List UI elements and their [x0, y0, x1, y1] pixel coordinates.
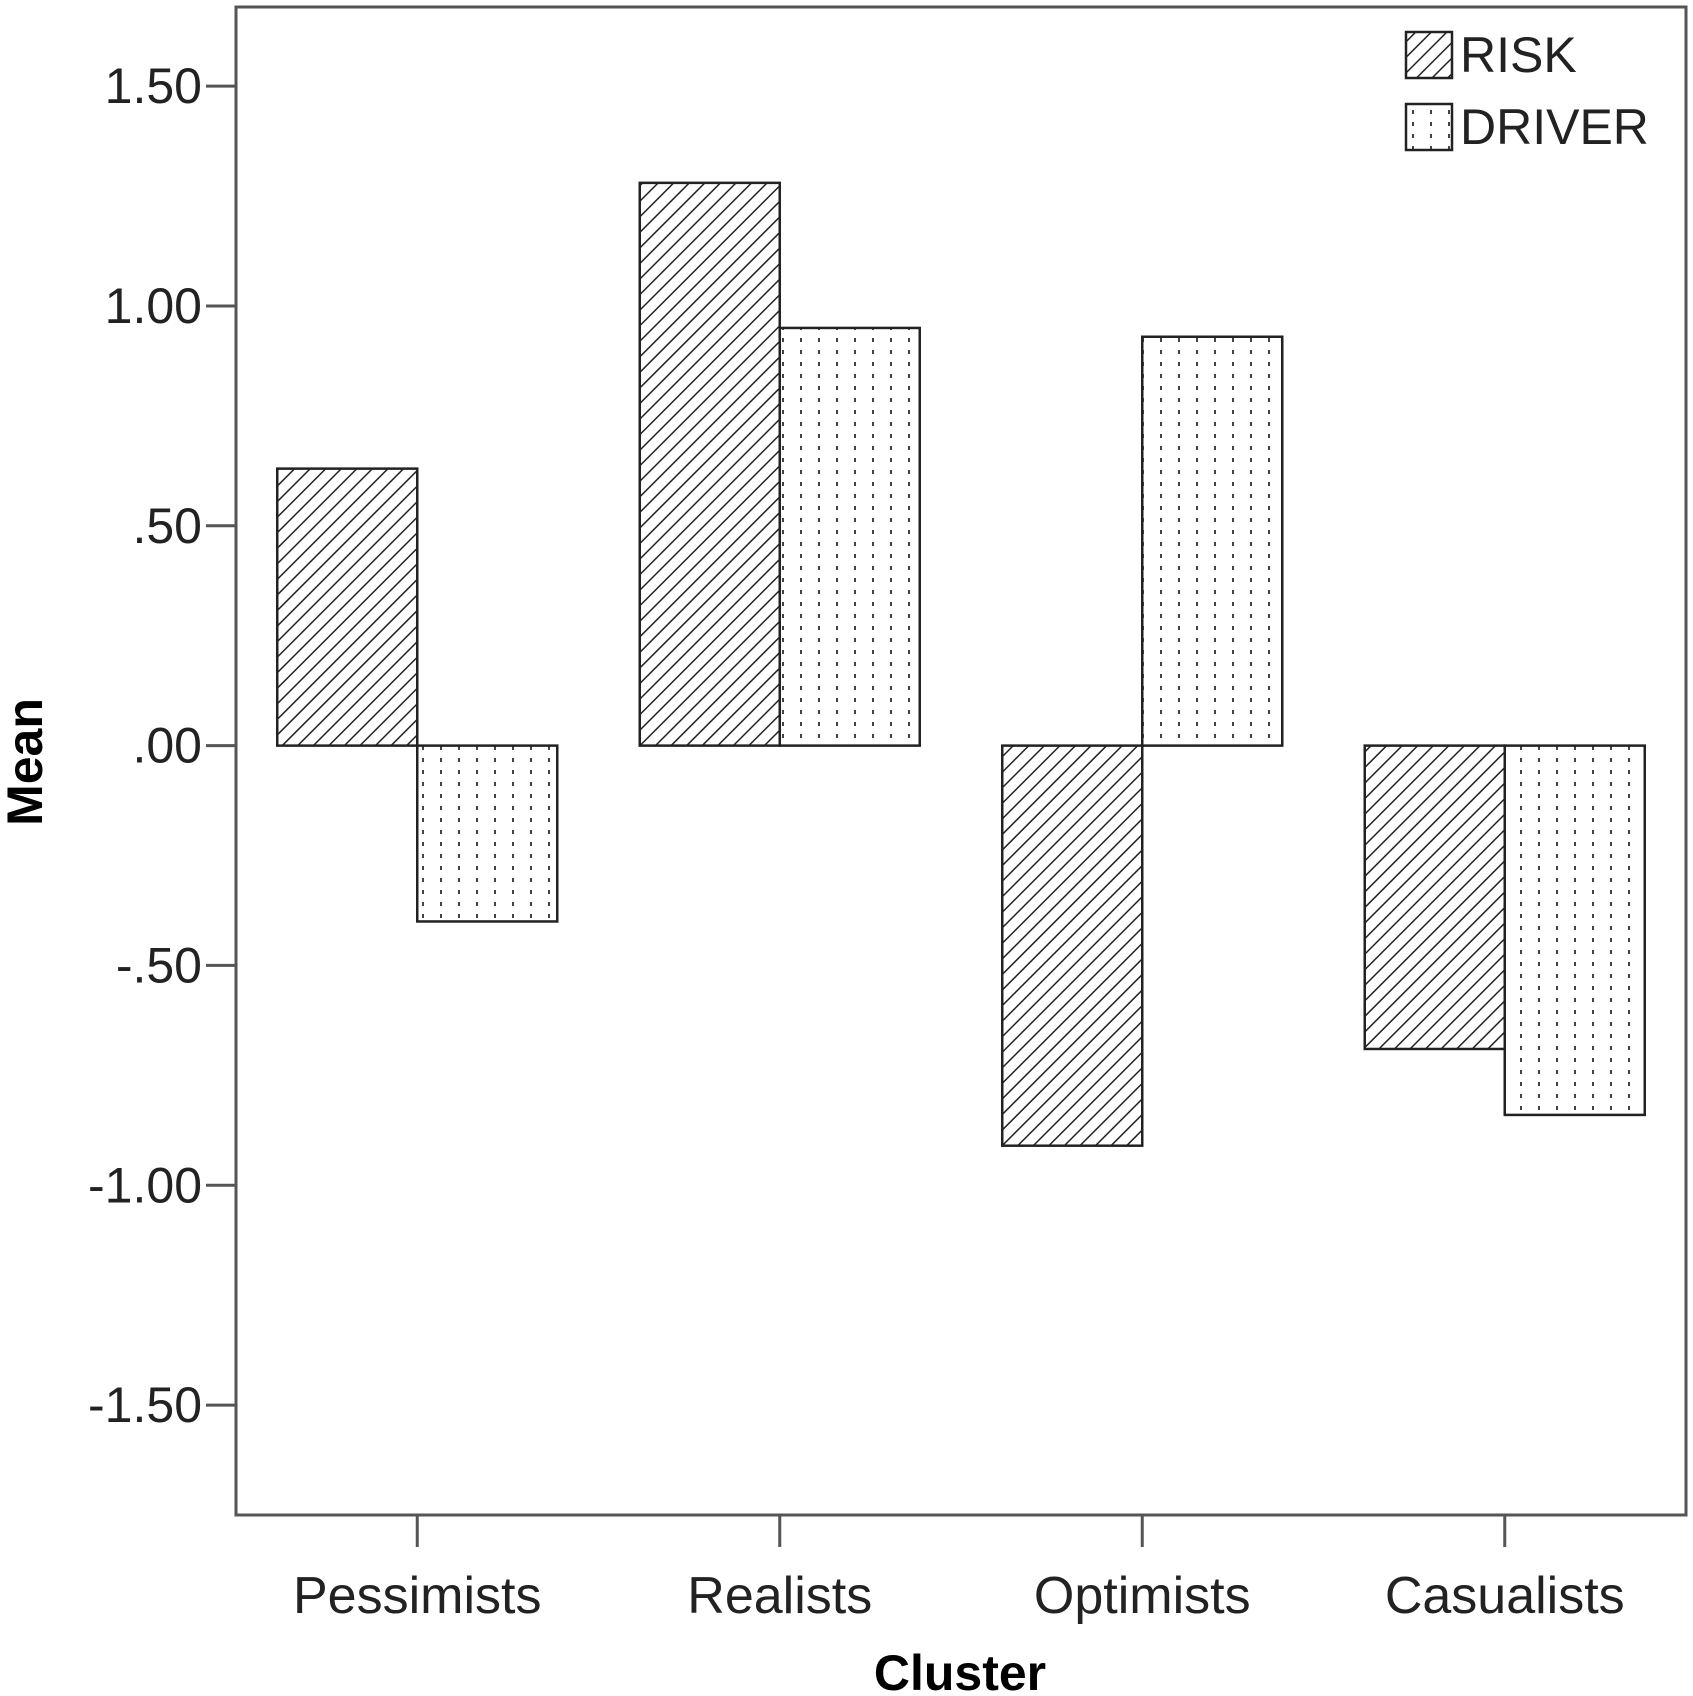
bar-risk [276, 467, 419, 747]
y-tick-label: -.50 [116, 937, 202, 993]
y-tick-label: -1.50 [88, 1377, 202, 1433]
y-axis-title: Mean [0, 698, 53, 826]
legend-swatch-driver [1404, 102, 1454, 152]
y-tick-label: 1.00 [105, 278, 202, 334]
x-axis-title: Cluster [874, 1645, 1046, 1696]
y-axis: 1.50 1.00 .50 .00 -.50 -1.00 -1.50 [88, 58, 236, 1433]
bar-risk [1363, 744, 1506, 1051]
legend-swatch-risk [1404, 30, 1454, 80]
y-tick-label: -1.00 [88, 1157, 202, 1213]
bar-driver [1503, 744, 1646, 1117]
bars [276, 181, 1646, 1147]
y-tick-label: .50 [132, 498, 202, 554]
x-tick-label: Realists [687, 1567, 872, 1625]
bar-driver [1141, 335, 1284, 747]
x-tick-label: Pessimists [293, 1567, 541, 1625]
legend-label-driver: DRIVER [1460, 99, 1649, 155]
bar-driver [416, 744, 559, 923]
x-axis: Pessimists Realists Optimists Casualists [293, 1515, 1625, 1625]
legend: RISK DRIVER [1404, 27, 1649, 155]
x-tick-label: Casualists [1385, 1567, 1625, 1625]
bar-driver [778, 326, 921, 747]
bar-risk [638, 181, 781, 747]
y-tick-label: 1.50 [105, 58, 202, 114]
legend-label-risk: RISK [1460, 27, 1577, 83]
bar-risk [1001, 744, 1144, 1147]
x-tick-label: Optimists [1034, 1567, 1251, 1625]
y-tick-label: .00 [132, 718, 202, 774]
